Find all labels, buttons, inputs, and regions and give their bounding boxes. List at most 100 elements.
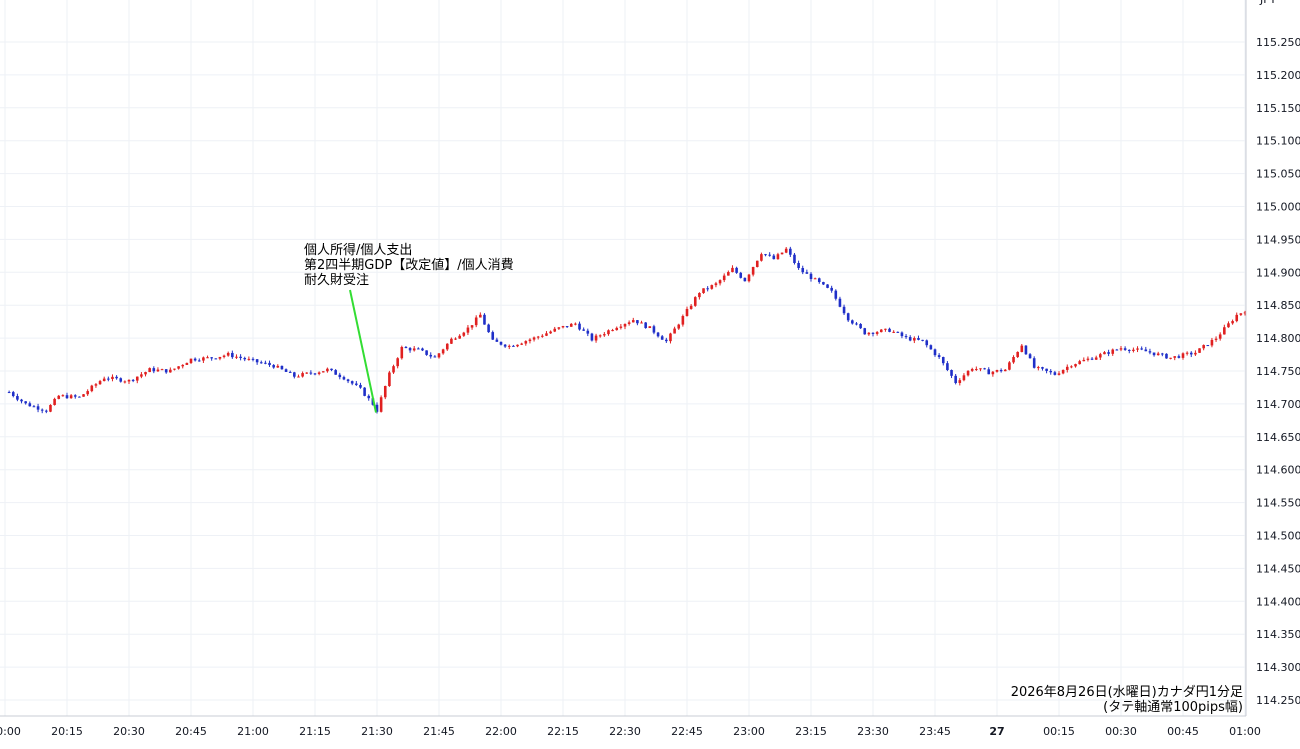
candle-body [1243,312,1247,314]
candle [276,364,280,368]
candle-body [660,336,664,340]
candle-body [1107,352,1110,354]
candle-body [983,368,986,370]
candle-body [569,323,573,327]
candle-body [160,369,164,371]
candle [160,368,164,371]
x-tick-label: 00:30 [1105,725,1137,738]
candle-body [1111,349,1115,354]
candle-body [536,336,540,338]
candle-body [859,324,862,329]
candle [69,394,73,399]
candle [636,320,639,326]
candle [164,369,168,374]
candle [685,306,689,317]
candle-body [115,376,118,379]
grid [0,0,1246,716]
candle [590,332,594,342]
candle-body [706,288,709,290]
candle-body [421,348,424,351]
candle [495,337,499,342]
candle [958,378,962,386]
candle [780,252,784,255]
candle [677,323,681,330]
candle-body [1202,345,1205,349]
candle [908,335,912,342]
candle-body [507,345,511,347]
candle-body [636,320,639,324]
candle-body [1148,351,1152,353]
candle [1189,351,1193,358]
candle-body [913,338,916,341]
candle-body [24,401,27,404]
candle-body [545,333,548,336]
candle-body [243,358,247,360]
candle-body [1235,314,1239,322]
candle [140,372,143,379]
candle-body [669,333,672,342]
candle-body [1177,356,1181,358]
candle-body [549,331,552,334]
candle-body [334,370,337,375]
candle-body [454,338,457,340]
candle [173,368,176,371]
candle-body [1049,370,1053,373]
x-tick-label: 23:00 [733,725,765,738]
candle [450,337,453,344]
candle [98,379,102,385]
candle [326,367,329,373]
candle [342,375,346,381]
candle [65,392,69,399]
candle [474,315,478,328]
candle-body [7,392,11,394]
candle [1210,337,1214,348]
candle-body [40,409,44,411]
candle [776,252,780,260]
candle [1037,365,1040,371]
candle-body [1086,358,1090,360]
candle [16,393,19,402]
candle [297,374,300,378]
candle-body [123,381,127,383]
candle-body [1173,356,1177,358]
candle [578,321,581,331]
candle [884,328,887,332]
candle [995,369,999,373]
candle [1165,353,1168,359]
candle-body [218,356,222,359]
candle [983,367,986,370]
candle-body [400,347,404,359]
candle [36,403,40,413]
candle [462,331,466,337]
candle-body [975,368,978,370]
candle [1003,368,1007,372]
candle-body [503,344,507,347]
candle [32,404,36,408]
y-tick-label: 115.150 [1256,102,1300,115]
candle [388,370,391,387]
candle [1028,353,1032,359]
candle [94,383,98,388]
footnote: 2026年8月26日(水曜日)カナダ円1分足(タテ軸通常100pips幅) [1011,685,1243,715]
candle-body [1223,327,1226,335]
candle-body [1065,366,1069,370]
candle [193,357,197,362]
candle [1099,352,1102,360]
x-tick-label: 20:15 [51,725,83,738]
candle [24,401,27,405]
candle [231,350,234,359]
candle-body [1003,369,1007,372]
candle-body [1119,348,1123,350]
x-tick-label: 20:45 [175,725,207,738]
candle-body [1057,373,1061,375]
candle [817,277,821,284]
candle-body [417,348,420,350]
candle-body [627,322,631,324]
candle [813,277,817,280]
x-tick-label: 20:30 [113,725,145,738]
candle [1049,369,1053,375]
candle [698,292,701,300]
candle [321,371,325,373]
candle-body [288,371,292,373]
